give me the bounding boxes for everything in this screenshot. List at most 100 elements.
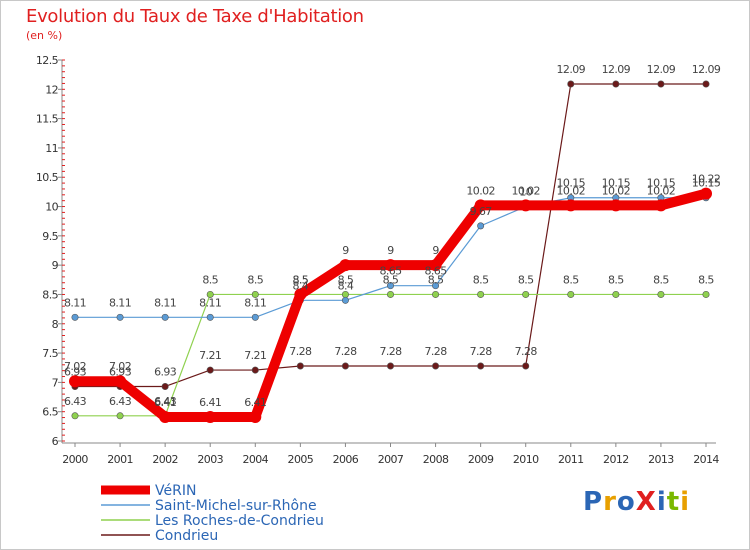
series-line-condrieu bbox=[74, 83, 707, 388]
y-tick-label: 9 bbox=[52, 259, 59, 272]
data-label-v-rin: 6.41 bbox=[244, 396, 266, 409]
legend-label: Condrieu bbox=[155, 528, 218, 544]
data-label-saint-michel-sur-rh-ne: 10.15 bbox=[692, 177, 721, 190]
data-point-saint-michel-sur-rh-ne bbox=[432, 282, 440, 290]
data-label-condrieu: 7.21 bbox=[244, 349, 266, 362]
data-point-les-roches-de-condrieu bbox=[386, 290, 394, 298]
y-tick-label: 6.5 bbox=[42, 406, 58, 419]
data-point-condrieu bbox=[341, 362, 349, 370]
data-label-condrieu: 7.28 bbox=[334, 345, 357, 358]
data-point-v-rin bbox=[339, 259, 352, 272]
proxiti-logo: ProXiti bbox=[583, 487, 690, 517]
x-tick-label: 2011 bbox=[558, 453, 584, 466]
logo-letter: r bbox=[603, 487, 617, 517]
data-label-saint-michel-sur-rh-ne: 8.65 bbox=[425, 265, 448, 278]
data-label-v-rin: 7.02 bbox=[64, 360, 86, 373]
data-label-les-roches-de-condrieu: 8.5 bbox=[338, 273, 354, 286]
data-label-v-rin: 10.22 bbox=[692, 173, 721, 186]
data-point-condrieu bbox=[567, 80, 575, 88]
data-point-v-rin bbox=[159, 410, 172, 423]
data-point-condrieu bbox=[657, 80, 665, 88]
x-tick-label: 2006 bbox=[333, 453, 359, 466]
data-point-condrieu bbox=[206, 366, 214, 374]
y-tick-label: 8 bbox=[52, 318, 59, 331]
data-label-les-roches-de-condrieu: 6.43 bbox=[154, 395, 177, 408]
data-label-condrieu: 12.09 bbox=[602, 63, 631, 76]
x-tick-label: 2002 bbox=[152, 453, 178, 466]
y-tick-label: 7.5 bbox=[42, 347, 58, 360]
x-tick-label: 2010 bbox=[513, 453, 539, 466]
legend-label: Saint-Michel-sur-Rhône bbox=[155, 498, 317, 514]
data-label-v-rin: 10.02 bbox=[602, 184, 631, 197]
data-label-saint-michel-sur-rh-ne: 10.15 bbox=[647, 177, 676, 190]
data-point-condrieu bbox=[612, 80, 620, 88]
data-point-les-roches-de-condrieu bbox=[612, 290, 620, 298]
data-label-v-rin: 9 bbox=[432, 244, 439, 257]
data-label-saint-michel-sur-rh-ne: 8.11 bbox=[244, 296, 266, 309]
logo-letter: i bbox=[656, 487, 667, 517]
data-point-v-rin bbox=[384, 259, 397, 272]
data-label-saint-michel-sur-rh-ne: 10 bbox=[519, 186, 532, 199]
data-label-les-roches-de-condrieu: 8.5 bbox=[698, 273, 714, 286]
data-point-les-roches-de-condrieu bbox=[71, 412, 79, 420]
chart-axes: 6 6.5 7 7.5 8 8.5 9 9.5 10 10.5 11 11.5 12 12.5 2000 20… bbox=[36, 54, 720, 466]
data-point-saint-michel-sur-rh-ne bbox=[161, 313, 169, 321]
data-label-condrieu: 7.28 bbox=[379, 345, 402, 358]
data-point-v-rin bbox=[69, 375, 81, 388]
logo-letter: o bbox=[616, 487, 636, 517]
legend-label: VéRIN bbox=[155, 483, 196, 499]
y-tick-label: 12.5 bbox=[36, 54, 59, 67]
data-label-les-roches-de-condrieu: 8.5 bbox=[563, 273, 579, 286]
data-point-saint-michel-sur-rh-ne bbox=[386, 282, 394, 290]
y-tick-label: 10.5 bbox=[36, 171, 59, 184]
data-label-condrieu: 7.28 bbox=[425, 345, 448, 358]
data-label-v-rin: 10.02 bbox=[466, 184, 495, 197]
x-tick-label: 2001 bbox=[107, 453, 133, 466]
data-label-condrieu: 12.09 bbox=[647, 63, 676, 76]
data-label-condrieu: 7.21 bbox=[199, 349, 221, 362]
data-point-v-rin bbox=[474, 199, 487, 212]
data-point-v-rin bbox=[700, 187, 712, 200]
data-labels-layer: 6.93 6.93 6.93 7.21 7.21 7.28 7.28 7.28 7.28 7.28… bbox=[64, 63, 721, 409]
x-tick-label: 2012 bbox=[603, 453, 629, 466]
data-point-v-rin bbox=[114, 375, 127, 388]
data-point-condrieu bbox=[386, 362, 394, 370]
data-point-v-rin bbox=[564, 199, 577, 212]
y-tick-label: 10 bbox=[45, 201, 58, 214]
data-point-les-roches-de-condrieu bbox=[567, 290, 575, 298]
data-point-les-roches-de-condrieu bbox=[702, 290, 710, 298]
y-tick-label: 8.5 bbox=[42, 288, 58, 301]
x-tick-label: 2014 bbox=[693, 453, 719, 466]
data-point-v-rin bbox=[519, 199, 532, 212]
data-label-saint-michel-sur-rh-ne: 8.11 bbox=[64, 296, 86, 309]
data-point-les-roches-de-condrieu bbox=[432, 290, 440, 298]
data-label-v-rin: 6.41 bbox=[154, 396, 176, 409]
data-label-v-rin: 6.41 bbox=[199, 396, 221, 409]
data-label-condrieu: 12.09 bbox=[557, 63, 586, 76]
data-point-les-roches-de-condrieu bbox=[251, 290, 259, 298]
data-point-condrieu bbox=[702, 80, 710, 88]
legend-label: Les Roches-de-Condrieu bbox=[155, 513, 324, 529]
x-tick-label: 2009 bbox=[468, 453, 494, 466]
data-point-condrieu bbox=[432, 362, 440, 370]
data-label-les-roches-de-condrieu: 8.5 bbox=[428, 273, 444, 286]
data-label-condrieu: 12.09 bbox=[692, 63, 721, 76]
logo-letter: P bbox=[583, 487, 604, 517]
data-label-les-roches-de-condrieu: 8.5 bbox=[518, 273, 534, 286]
data-point-condrieu bbox=[251, 366, 259, 374]
data-point-les-roches-de-condrieu bbox=[206, 290, 214, 298]
data-label-condrieu: 7.28 bbox=[289, 345, 312, 358]
x-tick-label: 2005 bbox=[288, 453, 314, 466]
data-point-saint-michel-sur-rh-ne bbox=[206, 313, 214, 321]
data-point-saint-michel-sur-rh-ne bbox=[341, 296, 349, 304]
data-label-saint-michel-sur-rh-ne: 8.11 bbox=[109, 296, 131, 309]
data-label-v-rin: 10.02 bbox=[511, 184, 540, 197]
data-label-saint-michel-sur-rh-ne: 8.65 bbox=[379, 265, 402, 278]
y-tick-label: 11 bbox=[45, 142, 58, 155]
y-tick-label: 7 bbox=[52, 376, 59, 389]
x-tick-label: 2008 bbox=[423, 453, 449, 466]
data-label-saint-michel-sur-rh-ne: 8.4 bbox=[338, 279, 354, 292]
